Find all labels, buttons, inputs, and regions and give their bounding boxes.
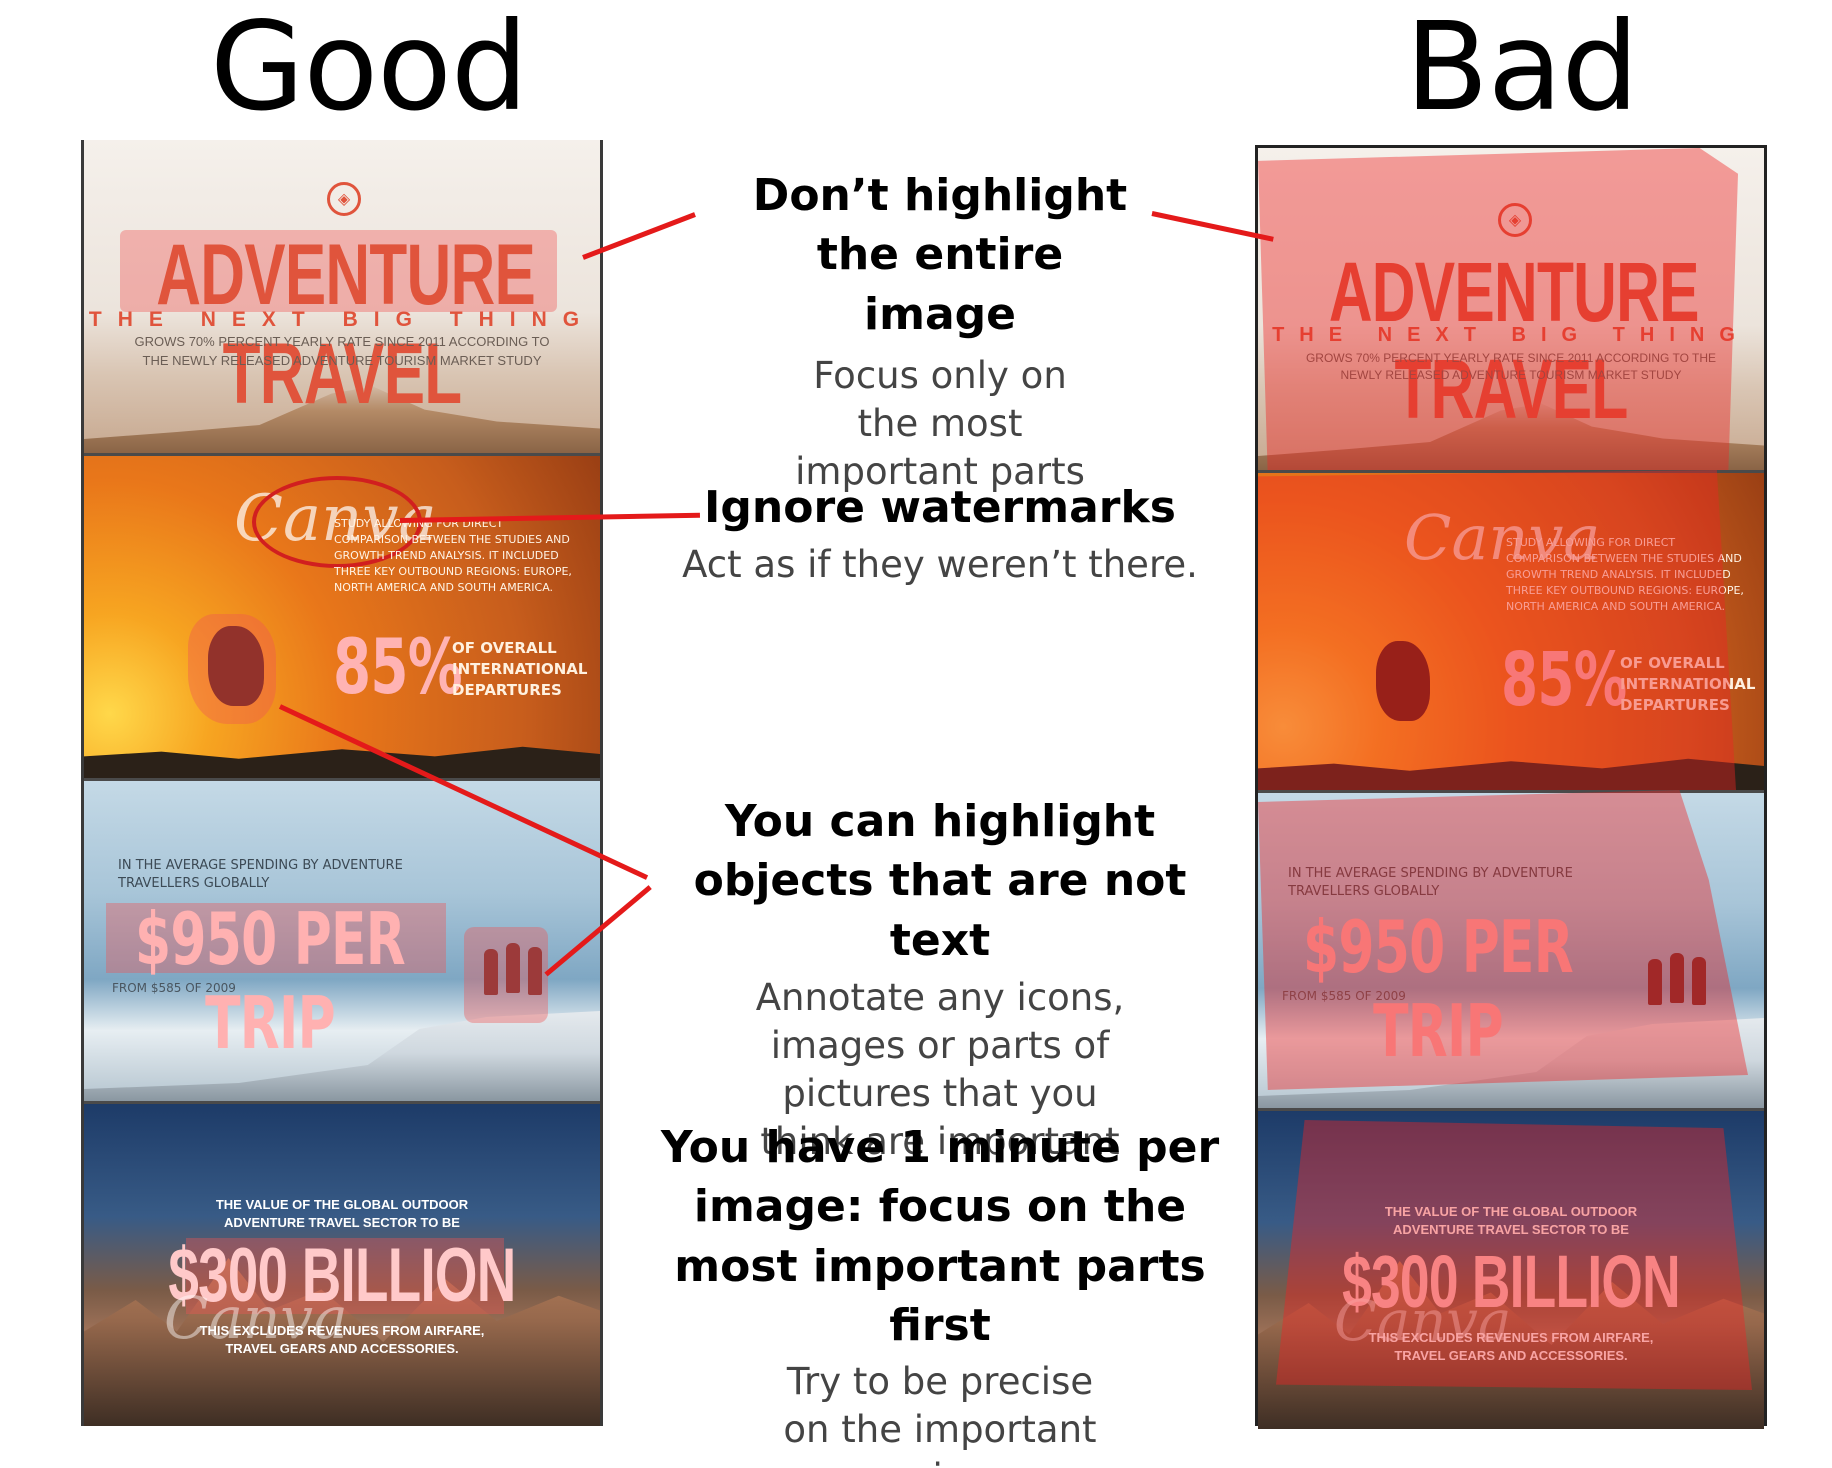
hiker-figure <box>1648 959 1662 1005</box>
panel3-stat: $950 PER TRIP <box>135 897 406 1065</box>
stat-label-line-3: DEPARTURES <box>1620 696 1730 714</box>
panel-adventure-travel: ◈ ADVENTURE TRAVEL THE NEXT BIG THING GR… <box>84 140 600 453</box>
panel4-footnote: THIS EXCLUDES REVENUES FROM AIRFARE, TRA… <box>1368 1330 1654 1363</box>
canva-watermark: Canva <box>164 1284 348 1352</box>
highlight-hikers <box>464 927 548 1023</box>
annotation-title: Don’t highlight the entire image <box>752 170 1128 340</box>
panel4-stat: $300 BILLION <box>168 1233 516 1318</box>
annotation-title: You have 1 minute per image: focus on th… <box>660 1122 1220 1352</box>
bad-highlight-panel2 <box>1258 470 1736 790</box>
bad-highlight-panel1 <box>1258 148 1738 470</box>
annotation-subtitle: Act as if they weren’t there. <box>682 543 1198 587</box>
panel-paragliding: Canva STUDY ALLOWING FOR DIRECT COMPARIS… <box>84 453 600 778</box>
highlight-title <box>120 230 557 312</box>
panel3-stat: $950 PER TRIP <box>1303 905 1574 1073</box>
paraglider-silhouette <box>1376 641 1430 721</box>
bad-highlight-panel4 <box>1276 1120 1752 1390</box>
hiker-figure <box>506 943 520 993</box>
highlight-paraglider <box>188 614 276 724</box>
panel4-intro: THE VALUE OF THE GLOBAL OUTDOOR ADVENTUR… <box>215 1197 469 1230</box>
panel-market-value: THE VALUE OF THE GLOBAL OUTDOOR ADVENTUR… <box>84 1101 600 1426</box>
bad-heading: Bad <box>1405 0 1639 138</box>
annotation-title: You can highlight objects that are not t… <box>693 796 1187 966</box>
annotation-watermarks: Ignore watermarks Act as if they weren’t… <box>630 478 1250 589</box>
panel2-stat: 85% <box>333 622 463 711</box>
panel1-title: ADVENTURE TRAVEL <box>156 227 536 422</box>
hiker-figure <box>484 949 498 995</box>
stat-label-line-3: DEPARTURES <box>452 681 562 699</box>
panel-spending: IN THE AVERAGE SPENDING BY ADVENTURE TRA… <box>84 778 600 1101</box>
annotation-title: Ignore watermarks <box>704 482 1176 533</box>
panel4-footnote: THIS EXCLUDES REVENUES FROM AIRFARE, TRA… <box>199 1323 485 1356</box>
panel3-footnote: FROM $585 OF 2009 <box>1282 989 1406 1003</box>
good-heading: Good <box>210 0 528 138</box>
stat-label-line-2: INTERNATIONAL <box>1620 675 1756 693</box>
hiker-figure <box>528 947 542 995</box>
stat-label-line-2: INTERNATIONAL <box>452 660 588 678</box>
paraglider-silhouette <box>208 626 264 706</box>
annotation-time-limit: You have 1 minute per image: focus on th… <box>630 1118 1250 1468</box>
stat-label-line-1: OF OVERALL <box>452 639 557 657</box>
panel3-intro: IN THE AVERAGE SPENDING BY ADVENTURE TRA… <box>118 858 403 891</box>
hiker-figure <box>1692 957 1706 1005</box>
hiker-figure <box>1670 953 1684 1003</box>
panel2-stat-label: OF OVERALL INTERNATIONAL DEPARTURES <box>452 638 587 701</box>
panel4-stat: $300 BILLION <box>1342 1240 1681 1323</box>
panel4-intro: THE VALUE OF THE GLOBAL OUTDOOR ADVENTUR… <box>1384 1204 1638 1237</box>
annotation-entire-image: Don’t highlight the entire image Focus o… <box>630 166 1250 496</box>
compass-icon: ◈ <box>327 182 361 216</box>
panel-paragliding: Canva STUDY ALLOWING FOR DIRECT COMPARIS… <box>1258 470 1764 790</box>
panel-adventure-travel: ◈ ADVENTURE TRAVEL THE NEXT BIG THING GR… <box>1258 148 1764 470</box>
bad-example-infographic: ◈ ADVENTURE TRAVEL THE NEXT BIG THING GR… <box>1255 145 1767 1429</box>
annotation-non-text-objects: You can highlight objects that are not t… <box>630 792 1250 1167</box>
compass-icon: ◈ <box>1498 203 1532 237</box>
panel-market-value: THE VALUE OF THE GLOBAL OUTDOOR ADVENTUR… <box>1258 1108 1764 1429</box>
panel2-body: STUDY ALLOWING FOR DIRECT COMPARISON BET… <box>334 517 572 594</box>
highlight-spending <box>106 903 446 973</box>
annotation-subtitle: Focus only on the most important parts <box>795 354 1085 494</box>
panel1-body: GROWS 70% PERCENT YEARLY RATE SINCE 2011… <box>1305 351 1717 383</box>
panel2-stat-label: OF OVERALL INTERNATIONAL DEPARTURES <box>1620 653 1755 716</box>
annotation-subtitle: Try to be precise on the important regio… <box>783 1359 1097 1468</box>
panel2-body: STUDY ALLOWING FOR DIRECT COMPARISON BET… <box>1506 536 1744 613</box>
panel2-stat: 85% <box>1501 637 1627 723</box>
panel1-subtitle: THE NEXT BIG THING <box>88 308 596 331</box>
canva-watermark: Canva <box>1404 501 1601 574</box>
highlight-market-value <box>186 1238 504 1314</box>
panel1-body: GROWS 70% PERCENT YEARLY RATE SINCE 2011… <box>134 334 550 368</box>
panel1-title: ADVENTURE TRAVEL <box>1328 245 1700 436</box>
panel3-footnote: FROM $585 OF 2009 <box>112 981 236 995</box>
panel-spending: IN THE AVERAGE SPENDING BY ADVENTURE TRA… <box>1258 790 1764 1108</box>
stat-label-line-1: OF OVERALL <box>1620 654 1725 672</box>
annotation-subtitle: Annotate any icons, images or parts of p… <box>755 976 1125 1164</box>
canva-watermark: Canva <box>1334 1289 1512 1354</box>
bad-highlight-panel3 <box>1258 790 1748 1090</box>
panel3-intro: IN THE AVERAGE SPENDING BY ADVENTURE TRA… <box>1288 866 1573 899</box>
panel1-subtitle: THE NEXT BIG THING <box>1272 324 1750 346</box>
good-example-infographic: ◈ ADVENTURE TRAVEL THE NEXT BIG THING GR… <box>81 140 603 1426</box>
